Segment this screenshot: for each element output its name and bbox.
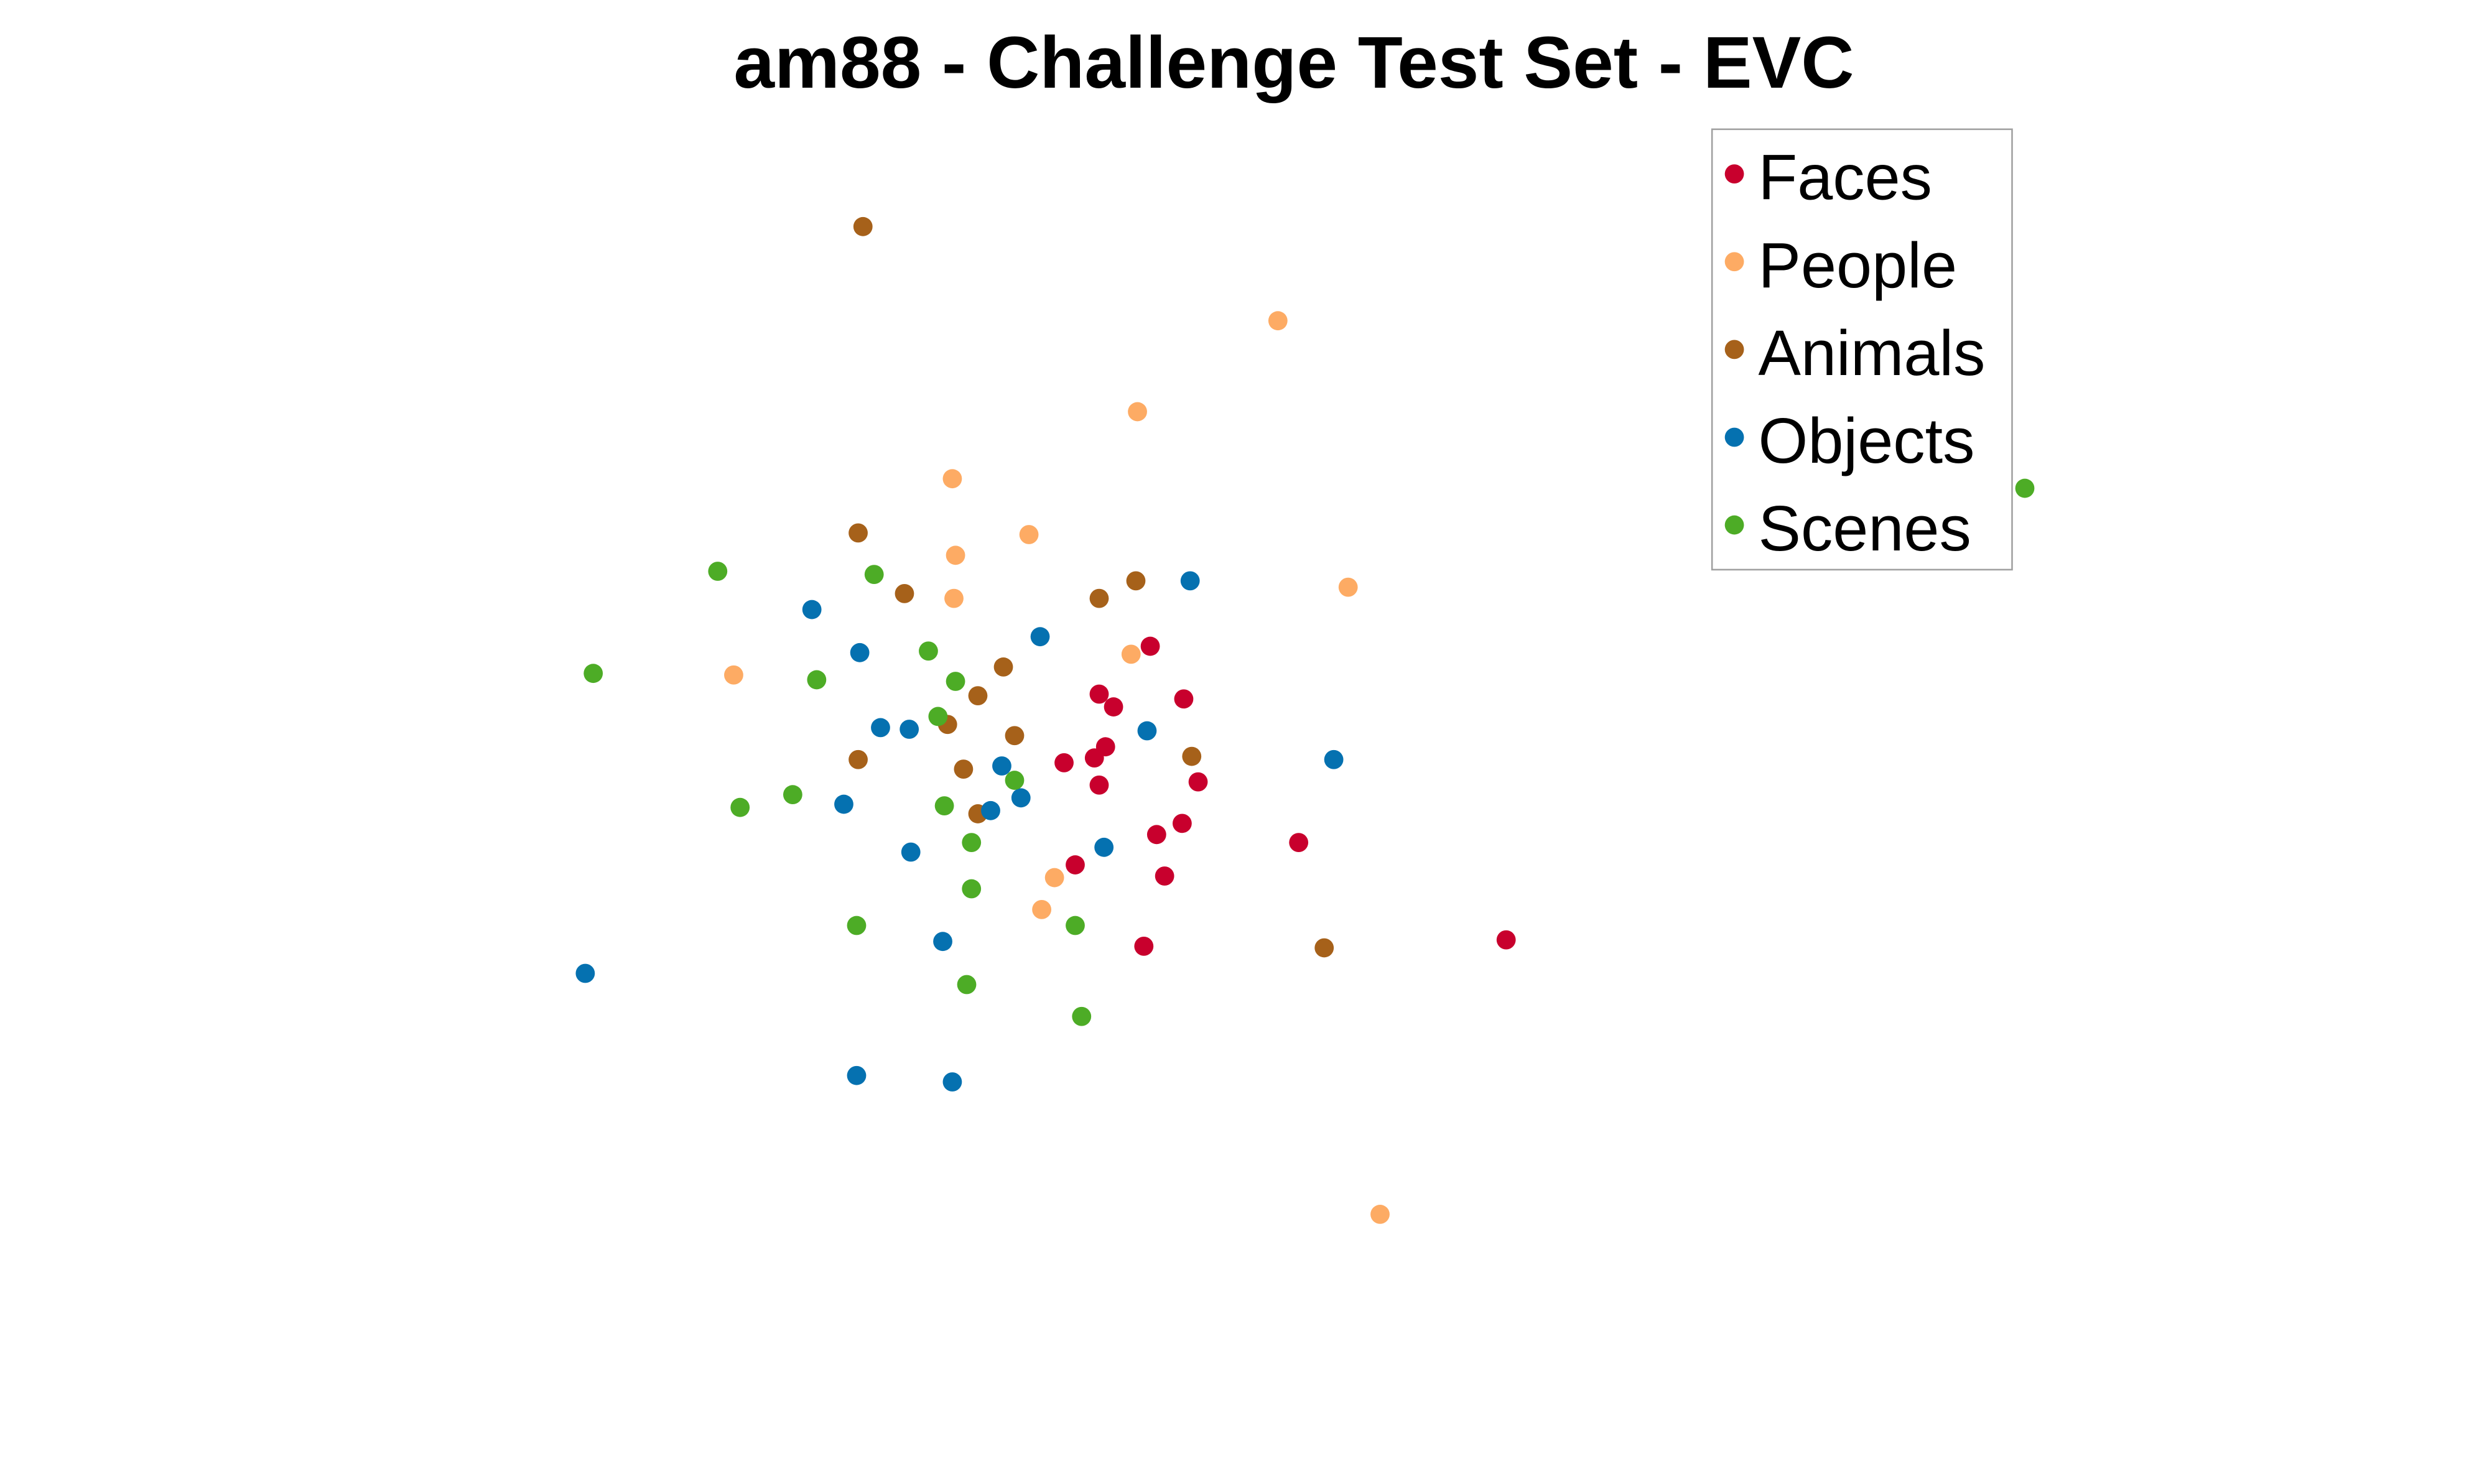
- data-point-scenes-12: [934, 796, 954, 816]
- legend-label-people: People: [1759, 230, 1958, 301]
- legend-box: [1711, 128, 2013, 571]
- data-point-scenes-8: [928, 707, 948, 726]
- chart-background: [11, 0, 2481, 1484]
- data-point-people-1: [1268, 311, 1288, 331]
- data-point-animals-5: [1126, 571, 1146, 591]
- legend: Faces People Animals Objects Scenes: [1711, 128, 2013, 571]
- data-point-scenes-1: [2015, 478, 2035, 498]
- data-point-objects-9: [992, 756, 1011, 776]
- data-point-objects-2: [850, 642, 870, 662]
- data-point-animals-4: [1089, 588, 1109, 608]
- data-point-objects-17: [847, 1065, 867, 1085]
- data-point-people-8: [724, 665, 743, 685]
- series-animals: [848, 216, 1334, 958]
- data-point-faces-8: [1089, 775, 1109, 795]
- data-point-animals-3: [895, 584, 914, 603]
- data-point-objects-18: [942, 1072, 962, 1092]
- data-point-faces-10: [1172, 814, 1192, 833]
- data-point-faces-11: [1146, 825, 1166, 845]
- data-point-scenes-7: [946, 672, 965, 691]
- data-point-animals-7: [968, 686, 988, 705]
- legend-label-scenes: Scenes: [1759, 493, 1971, 564]
- data-point-scenes-13: [962, 833, 982, 853]
- series-faces: [1054, 636, 1516, 956]
- data-point-people-12: [1370, 1205, 1390, 1224]
- series-objects: [575, 571, 1344, 1092]
- data-point-faces-15: [1134, 937, 1154, 956]
- data-point-objects-1: [802, 600, 822, 619]
- data-point-objects-5: [871, 718, 890, 738]
- legend-label-objects: Objects: [1759, 405, 1975, 476]
- data-point-faces-9: [1188, 772, 1208, 792]
- data-point-people-10: [1044, 868, 1064, 888]
- data-point-people-2: [1128, 402, 1147, 422]
- data-point-objects-16: [575, 963, 595, 983]
- data-point-objects-12: [834, 794, 853, 814]
- data-point-objects-4: [1030, 627, 1050, 647]
- data-point-faces-13: [1066, 855, 1085, 874]
- legend-marker-objects: [1724, 427, 1744, 447]
- data-point-scenes-11: [730, 797, 750, 817]
- legend-items: Faces People Animals Objects Scenes: [1724, 142, 1986, 564]
- data-point-animals-11: [954, 759, 974, 779]
- data-point-scenes-17: [957, 975, 977, 995]
- data-point-faces-7: [1054, 753, 1074, 772]
- legend-marker-scenes: [1724, 515, 1744, 535]
- data-point-faces-12: [1289, 833, 1309, 853]
- data-point-people-6: [944, 588, 964, 608]
- legend-label-animals: Animals: [1759, 317, 1986, 389]
- data-point-objects-15: [933, 932, 952, 952]
- data-point-scenes-16: [1066, 916, 1085, 935]
- data-point-objects-10: [1011, 788, 1031, 808]
- data-point-animals-1: [853, 216, 873, 236]
- data-point-scenes-3: [864, 565, 884, 585]
- data-point-faces-16: [1496, 930, 1516, 950]
- data-point-objects-8: [1324, 749, 1344, 769]
- data-point-scenes-10: [783, 785, 802, 805]
- data-point-people-4: [1019, 525, 1039, 544]
- data-point-scenes-18: [1072, 1006, 1092, 1026]
- data-point-faces-2: [1089, 684, 1109, 704]
- series-people: [724, 311, 1390, 1224]
- legend-marker-animals: [1724, 340, 1744, 359]
- data-point-scenes-6: [807, 670, 827, 690]
- data-point-animals-14: [1314, 938, 1334, 958]
- series-scenes: [583, 478, 2035, 1026]
- data-point-faces-14: [1155, 866, 1174, 886]
- data-point-objects-7: [1137, 721, 1157, 741]
- data-point-objects-3: [1180, 571, 1200, 591]
- data-point-people-11: [1032, 899, 1051, 919]
- data-point-animals-2: [848, 523, 868, 543]
- data-point-scenes-4: [919, 641, 938, 661]
- data-point-animals-10: [848, 749, 868, 769]
- data-point-objects-14: [901, 842, 921, 862]
- data-point-faces-6: [1084, 748, 1104, 768]
- data-point-people-9: [1121, 644, 1141, 664]
- legend-marker-faces: [1724, 164, 1744, 184]
- data-point-objects-13: [1094, 837, 1114, 857]
- data-point-scenes-14: [962, 879, 982, 899]
- data-point-objects-11: [981, 800, 1000, 820]
- data-point-faces-3: [1104, 697, 1123, 716]
- data-point-people-7: [1338, 577, 1358, 597]
- chart-title: am88 - Challenge Test Set - EVC: [733, 22, 1854, 104]
- data-point-faces-4: [1174, 689, 1194, 709]
- legend-marker-people: [1724, 252, 1744, 272]
- data-point-scenes-2: [708, 562, 728, 581]
- data-point-objects-6: [900, 720, 919, 739]
- data-point-scenes-5: [583, 664, 603, 684]
- data-point-people-3: [942, 469, 962, 489]
- data-point-animals-12: [1182, 746, 1202, 766]
- data-point-animals-6: [993, 657, 1013, 677]
- data-point-scenes-9: [1005, 771, 1025, 790]
- data-point-animals-9: [1005, 726, 1025, 746]
- data-point-scenes-15: [847, 916, 867, 935]
- legend-label-faces: Faces: [1759, 142, 1932, 213]
- data-point-people-5: [946, 545, 965, 565]
- data-point-faces-1: [1140, 636, 1160, 656]
- data-points-layer: [575, 216, 2035, 1224]
